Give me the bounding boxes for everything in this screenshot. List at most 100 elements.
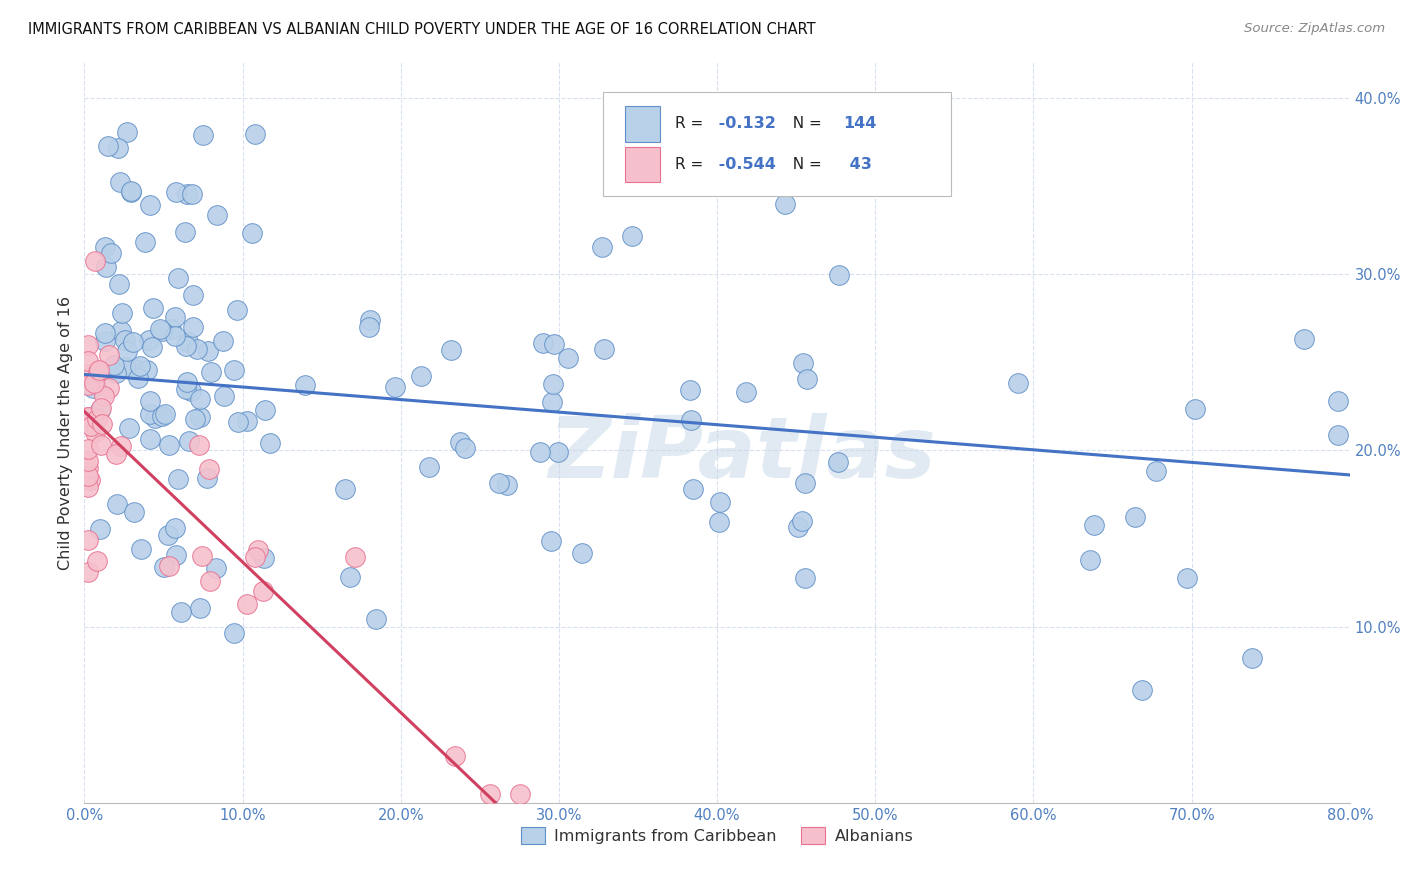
Point	[76, 453, 98, 467]
Point	[540, 534, 562, 549]
Point	[188, 392, 211, 406]
Point	[111, 306, 134, 320]
Point	[160, 322, 183, 336]
Point	[440, 343, 463, 358]
Point	[82, 381, 104, 395]
Point	[176, 376, 198, 390]
Point	[105, 497, 128, 511]
Point	[89, 403, 111, 417]
Point	[76, 566, 98, 580]
Point	[707, 515, 730, 529]
Point	[181, 288, 204, 302]
Point	[122, 334, 145, 349]
Point	[108, 277, 131, 292]
Point	[117, 421, 139, 435]
Point	[86, 554, 108, 568]
Point	[253, 551, 276, 566]
Point	[120, 185, 142, 199]
Point	[98, 348, 121, 362]
Point	[128, 359, 150, 373]
Point	[165, 185, 187, 199]
Point	[129, 541, 152, 556]
Point	[139, 198, 162, 212]
Point	[124, 361, 146, 376]
Point	[104, 447, 127, 461]
Point	[188, 601, 211, 615]
Point	[827, 455, 849, 469]
Point	[177, 334, 200, 349]
Point	[87, 363, 110, 377]
Point	[794, 572, 817, 586]
Point	[478, 787, 501, 801]
Point	[174, 339, 197, 353]
Point	[165, 548, 187, 562]
Point	[366, 612, 388, 626]
Point	[359, 319, 381, 334]
Point	[198, 574, 221, 588]
Point	[259, 436, 281, 450]
Text: 144: 144	[844, 116, 877, 131]
Point	[94, 326, 117, 340]
Point	[180, 384, 202, 399]
Point	[76, 338, 98, 352]
Point	[89, 522, 111, 536]
Point	[120, 185, 142, 199]
Point	[169, 605, 191, 619]
Y-axis label: Child Poverty Under the Age of 16: Child Poverty Under the Age of 16	[58, 295, 73, 570]
Point	[97, 139, 120, 153]
Point	[188, 438, 211, 452]
Point	[541, 394, 564, 409]
Text: IMMIGRANTS FROM CARIBBEAN VS ALBANIAN CHILD POVERTY UNDER THE AGE OF 16 CORRELAT: IMMIGRANTS FROM CARIBBEAN VS ALBANIAN CH…	[28, 22, 815, 37]
Text: N =: N =	[783, 116, 827, 131]
Point	[150, 409, 173, 424]
Point	[76, 480, 98, 494]
Point	[709, 495, 731, 509]
Point	[94, 334, 117, 348]
Point	[90, 438, 112, 452]
Point	[127, 371, 149, 385]
Point	[197, 462, 219, 476]
Point	[103, 358, 125, 372]
Point	[157, 528, 180, 542]
Point	[139, 407, 162, 421]
Point	[1130, 682, 1153, 697]
Point	[166, 472, 188, 486]
Point	[786, 520, 808, 534]
Point	[591, 240, 613, 254]
Point	[253, 403, 276, 417]
Point	[557, 351, 579, 365]
Point	[418, 459, 440, 474]
Point	[333, 482, 356, 496]
Point	[117, 125, 139, 139]
Point	[139, 394, 162, 409]
Text: ZiPatlas: ZiPatlas	[548, 413, 936, 496]
Point	[488, 475, 510, 490]
Point	[124, 505, 146, 519]
Point	[100, 246, 122, 260]
Point	[252, 583, 274, 598]
Point	[87, 366, 110, 380]
Text: R =: R =	[675, 116, 709, 131]
Point	[80, 419, 103, 434]
Point	[359, 312, 381, 326]
Point	[105, 366, 128, 380]
Point	[176, 186, 198, 201]
Point	[226, 303, 249, 318]
Point	[138, 333, 160, 347]
Point	[114, 360, 136, 375]
Text: -0.132: -0.132	[713, 116, 776, 131]
Point	[107, 141, 129, 155]
Point	[593, 342, 616, 356]
Point	[84, 378, 107, 392]
Point	[294, 377, 316, 392]
FancyBboxPatch shape	[624, 147, 661, 182]
Point	[681, 412, 703, 426]
Point	[1123, 510, 1146, 524]
Point	[1241, 651, 1264, 665]
Point	[1327, 394, 1350, 409]
Text: R =: R =	[675, 157, 709, 172]
Point	[1292, 332, 1315, 346]
Point	[449, 434, 471, 449]
Point	[339, 570, 361, 584]
Point	[142, 301, 165, 315]
